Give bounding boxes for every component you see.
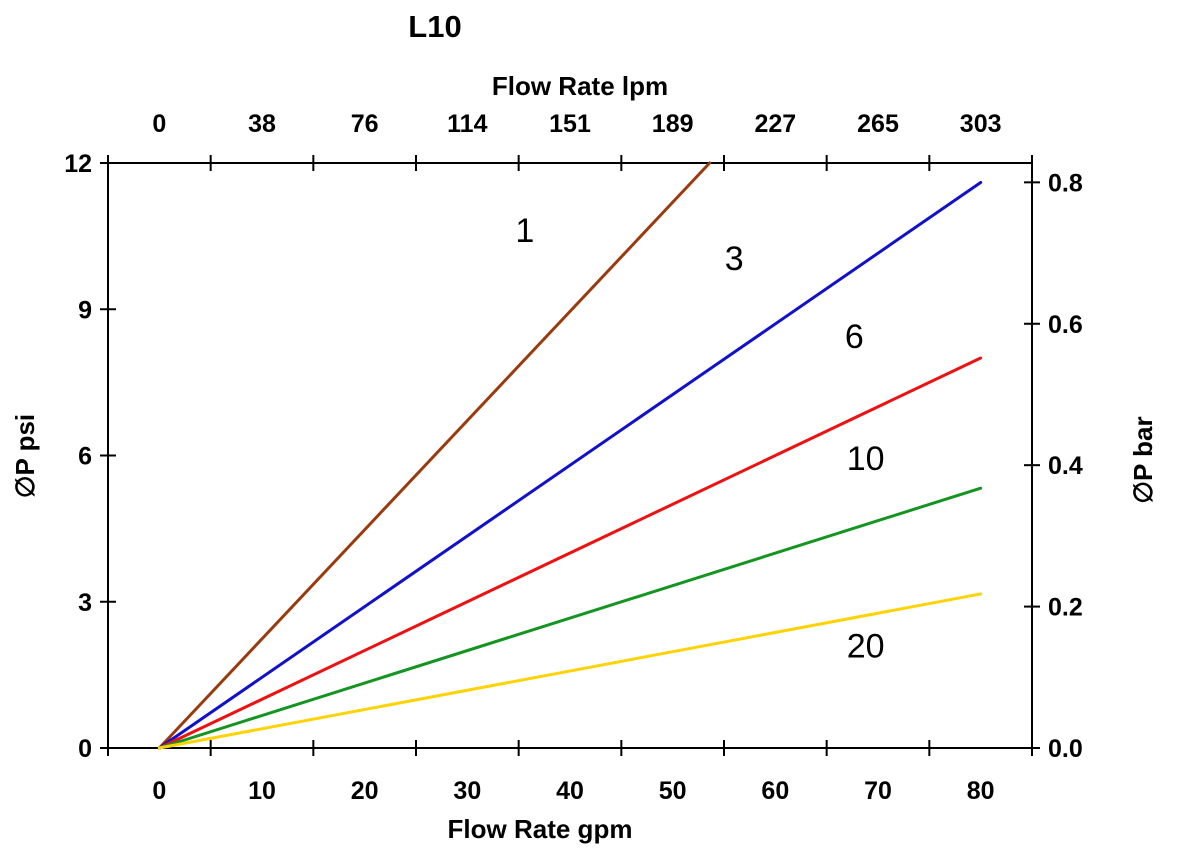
top-tick-label: 76	[351, 110, 379, 138]
series-label-10: 10	[847, 440, 885, 478]
top-tick-label: 0	[152, 110, 166, 138]
bottom-tick-label: 30	[453, 777, 481, 805]
series-line-3	[157, 181, 983, 750]
series-group: 1 3 6 10 20	[157, 161, 983, 750]
series-line-1	[157, 161, 712, 750]
top-tick-label: 38	[248, 110, 276, 138]
bottom-tick-label: 60	[761, 777, 789, 805]
left-tick-label: 9	[78, 296, 92, 324]
right-axis-title: ∅P bar	[1128, 416, 1158, 503]
series-line-20	[157, 592, 983, 750]
bottom-tick-label: 0	[152, 777, 166, 805]
right-tick-label: 0.4	[1048, 452, 1083, 480]
bottom-tick-label: 40	[556, 777, 584, 805]
series-label-1: 1	[515, 212, 534, 250]
series-line-6	[157, 356, 983, 750]
series-line-10	[157, 486, 983, 750]
left-tick-label: 12	[64, 150, 92, 178]
top-tick-label: 151	[549, 110, 591, 138]
bottom-tick-label: 10	[248, 777, 276, 805]
bottom-tick-label: 80	[967, 777, 995, 805]
axis-ticks-group: 0010382076301144015150189602277026580303…	[64, 110, 1083, 805]
top-tick-label: 265	[857, 110, 899, 138]
top-tick-label: 303	[960, 110, 1002, 138]
plot-frame	[107, 162, 1033, 749]
bottom-tick-label: 50	[659, 777, 687, 805]
series-label-3: 3	[725, 240, 744, 278]
left-tick-label: 0	[78, 735, 92, 763]
top-tick-label: 189	[652, 110, 694, 138]
top-tick-label: 227	[754, 110, 796, 138]
series-label-6: 6	[845, 318, 864, 356]
top-axis-title: Flow Rate lpm	[492, 71, 668, 101]
right-tick-label: 0.8	[1048, 169, 1083, 197]
series-label-20: 20	[847, 628, 885, 666]
top-tick-label: 114	[447, 110, 487, 138]
right-tick-label: 0.2	[1048, 594, 1083, 622]
bottom-tick-label: 70	[864, 777, 892, 805]
left-tick-label: 3	[78, 589, 92, 617]
bottom-tick-label: 20	[351, 777, 379, 805]
left-axis-title: ∅P psi	[10, 414, 40, 498]
bottom-axis-title: Flow Rate gpm	[448, 814, 633, 844]
chart-title: L10	[408, 9, 461, 44]
plot-frame-group	[107, 162, 1033, 749]
right-tick-label: 0.6	[1048, 311, 1083, 339]
left-tick-label: 6	[78, 443, 92, 471]
right-tick-label: 0.0	[1048, 735, 1083, 763]
